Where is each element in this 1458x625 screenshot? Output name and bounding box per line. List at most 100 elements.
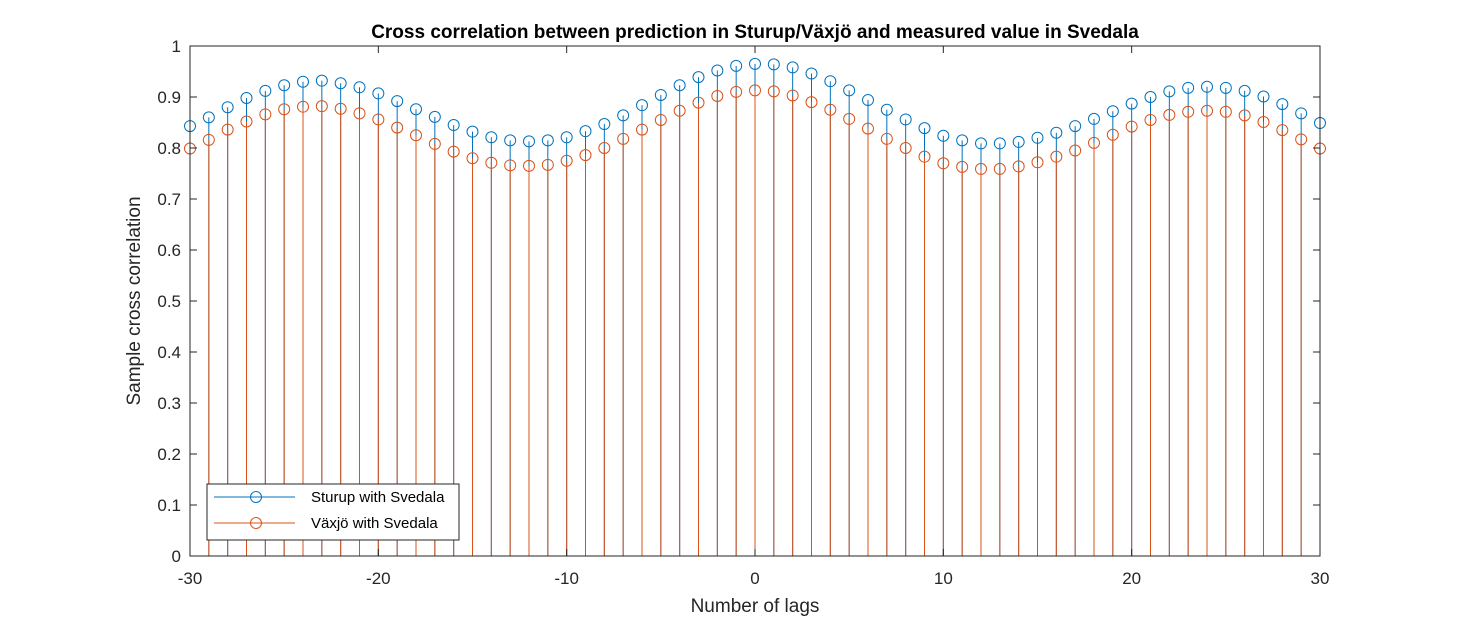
marker-sturup--5 bbox=[654, 88, 667, 101]
y-tick-label: 0.1 bbox=[157, 496, 181, 515]
y-tick-label: 0.6 bbox=[157, 241, 181, 260]
marker-vaxjo--12 bbox=[523, 159, 535, 172]
marker-sturup--6 bbox=[636, 99, 648, 112]
legend: Sturup with Svedala Växjö with Svedala bbox=[206, 483, 460, 541]
y-tick-label: 0.5 bbox=[157, 292, 181, 311]
marker-vaxjo-21 bbox=[1144, 113, 1157, 126]
marker-vaxjo-29 bbox=[1295, 133, 1308, 146]
marker-sturup-20 bbox=[1125, 97, 1138, 110]
marker-vaxjo-18 bbox=[1088, 136, 1100, 149]
marker-vaxjo--9 bbox=[579, 149, 592, 162]
marker-vaxjo--7 bbox=[617, 132, 630, 145]
marker-sturup-26 bbox=[1238, 84, 1251, 97]
marker-sturup-5 bbox=[843, 84, 856, 97]
marker-vaxjo-28 bbox=[1276, 124, 1289, 137]
marker-vaxjo-23 bbox=[1182, 105, 1195, 118]
marker-vaxjo-4 bbox=[824, 103, 837, 116]
marker-sturup-19 bbox=[1106, 105, 1119, 118]
marker-vaxjo--2 bbox=[711, 89, 724, 102]
marker-sturup--26 bbox=[259, 84, 272, 97]
marker-sturup-0 bbox=[749, 57, 761, 70]
marker-vaxjo--29 bbox=[202, 133, 215, 146]
marker-vaxjo-14 bbox=[1012, 160, 1025, 173]
marker-vaxjo-16 bbox=[1050, 150, 1063, 163]
marker-vaxjo-3 bbox=[805, 96, 818, 109]
x-tick-label: 10 bbox=[934, 569, 953, 588]
marker-vaxjo-27 bbox=[1257, 115, 1270, 128]
marker-vaxjo--16 bbox=[447, 145, 460, 158]
marker-sturup--14 bbox=[485, 131, 498, 144]
marker-vaxjo-15 bbox=[1031, 156, 1044, 169]
marker-vaxjo-5 bbox=[843, 112, 856, 125]
marker-sturup--12 bbox=[523, 135, 535, 148]
y-tick-label: 0.2 bbox=[157, 445, 181, 464]
marker-vaxjo-9 bbox=[918, 150, 931, 163]
marker-vaxjo-1 bbox=[767, 85, 780, 98]
marker-vaxjo--13 bbox=[504, 159, 517, 172]
y-tick-label: 0.9 bbox=[157, 88, 181, 107]
y-tick-label: 0.7 bbox=[157, 190, 181, 209]
marker-sturup--3 bbox=[692, 71, 705, 84]
marker-vaxjo-2 bbox=[786, 89, 799, 102]
marker-vaxjo-0 bbox=[749, 84, 761, 97]
x-tick-label: -30 bbox=[178, 569, 203, 588]
marker-vaxjo--26 bbox=[259, 108, 272, 121]
x-tick-label: 30 bbox=[1311, 569, 1330, 588]
marker-sturup--22 bbox=[334, 77, 347, 90]
marker-vaxjo-10 bbox=[937, 157, 950, 170]
marker-vaxjo--18 bbox=[410, 129, 422, 142]
y-tick-label: 0.3 bbox=[157, 394, 181, 413]
legend-label-sturup: Sturup with Svedala bbox=[311, 489, 445, 506]
marker-vaxjo--11 bbox=[541, 158, 554, 171]
y-axis-label: Sample cross correlation bbox=[124, 196, 145, 405]
marker-sturup-3 bbox=[805, 67, 818, 80]
markers-layer bbox=[184, 57, 1326, 175]
x-tick-label: -20 bbox=[366, 569, 391, 588]
marker-sturup--16 bbox=[447, 119, 460, 132]
legend-box bbox=[206, 483, 460, 541]
marker-sturup-7 bbox=[880, 103, 893, 116]
marker-sturup--23 bbox=[315, 74, 328, 87]
marker-vaxjo--10 bbox=[560, 154, 573, 167]
marker-vaxjo-8 bbox=[899, 142, 912, 154]
marker-vaxjo-6 bbox=[862, 122, 874, 135]
marker-vaxjo--25 bbox=[278, 103, 291, 116]
marker-vaxjo--3 bbox=[692, 96, 705, 109]
marker-sturup--2 bbox=[711, 64, 724, 77]
marker-vaxjo--27 bbox=[240, 115, 253, 128]
marker-vaxjo--4 bbox=[673, 104, 686, 117]
marker-vaxjo-12 bbox=[975, 162, 987, 175]
marker-sturup--24 bbox=[297, 75, 309, 88]
marker-sturup--11 bbox=[541, 134, 554, 147]
marker-vaxjo-24 bbox=[1201, 104, 1213, 117]
marker-vaxjo--20 bbox=[372, 113, 385, 126]
marker-vaxjo--14 bbox=[485, 156, 498, 169]
marker-vaxjo--24 bbox=[297, 100, 309, 113]
y-tick-label: 1 bbox=[172, 37, 181, 56]
marker-sturup--27 bbox=[240, 92, 253, 105]
x-tick-label: -10 bbox=[554, 569, 579, 588]
marker-sturup-27 bbox=[1257, 90, 1270, 103]
marker-vaxjo-20 bbox=[1125, 120, 1138, 133]
marker-vaxjo-25 bbox=[1219, 105, 1232, 118]
stems-layer bbox=[189, 63, 1321, 556]
marker-sturup--25 bbox=[278, 79, 291, 92]
marker-vaxjo-22 bbox=[1163, 108, 1176, 121]
marker-sturup-24 bbox=[1201, 80, 1213, 93]
marker-vaxjo--19 bbox=[391, 121, 404, 134]
marker-vaxjo--8 bbox=[598, 142, 611, 154]
y-tick-label: 0.8 bbox=[157, 139, 181, 158]
ticks-layer: -30 -20 -10 0 10 20 30 0 0.1 0.2 0.3 0.4 0.5 0.6 0.7 0.… bbox=[157, 37, 1329, 588]
x-axis-label: Number of lags bbox=[691, 596, 820, 617]
marker-sturup-14 bbox=[1012, 135, 1025, 148]
marker-vaxjo-17 bbox=[1069, 144, 1082, 157]
marker-vaxjo--15 bbox=[466, 152, 479, 165]
marker-sturup-2 bbox=[786, 61, 799, 74]
marker-sturup--15 bbox=[466, 125, 479, 138]
marker-sturup--18 bbox=[410, 103, 422, 116]
marker-sturup-6 bbox=[862, 94, 874, 107]
legend-marker-vaxjo bbox=[250, 517, 262, 529]
marker-vaxjo--23 bbox=[315, 100, 328, 113]
marker-sturup-29 bbox=[1295, 107, 1308, 120]
